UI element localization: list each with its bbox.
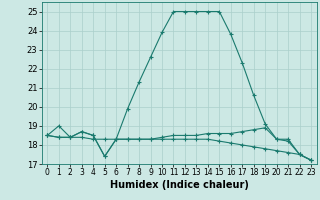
X-axis label: Humidex (Indice chaleur): Humidex (Indice chaleur): [110, 180, 249, 190]
